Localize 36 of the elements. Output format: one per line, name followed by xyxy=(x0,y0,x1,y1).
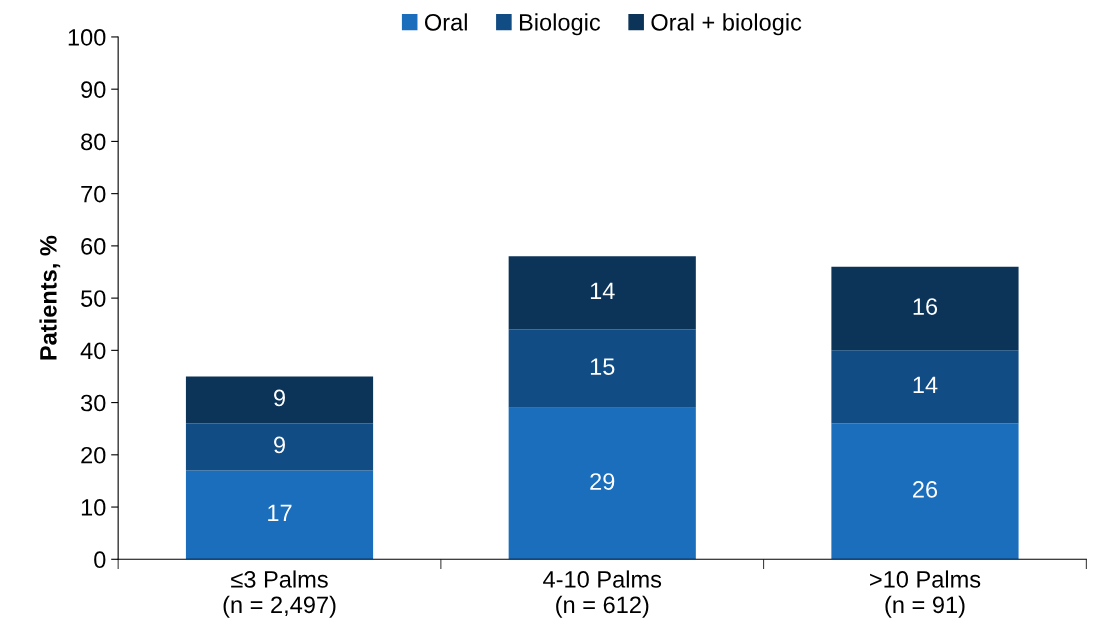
bar xyxy=(831,266,1019,351)
y-tick-label: 100 xyxy=(68,29,106,46)
data-label: 16 xyxy=(913,298,938,315)
y-tick-label: 30 xyxy=(80,394,106,412)
bar xyxy=(185,376,374,424)
bar xyxy=(508,256,696,330)
bar xyxy=(185,423,374,471)
data-label: 14 xyxy=(913,376,938,394)
x-tick-label: ≤3 Palms (n = 2,497) xyxy=(223,570,336,618)
data-label: 29 xyxy=(590,473,615,490)
data-label: 26 xyxy=(913,481,938,498)
bar xyxy=(831,350,1019,424)
y-tick-label: 60 xyxy=(81,237,106,255)
y-tick-label: 90 xyxy=(81,81,106,98)
data-label: 9 xyxy=(274,389,285,407)
y-tick-label: 10 xyxy=(81,499,106,516)
bar xyxy=(508,407,696,560)
data-label: 9 xyxy=(274,436,285,454)
data-label: 17 xyxy=(268,504,292,521)
legend-label: Oral + biologic xyxy=(651,13,802,36)
legend-label: Oral xyxy=(424,13,467,31)
y-tick-label: 80 xyxy=(81,133,106,151)
x-tick-label: 4-10 Palms (n = 612) xyxy=(543,570,662,618)
y-axis-title: Patients, % xyxy=(39,235,61,360)
bar xyxy=(185,470,374,560)
y-tick-label: 50 xyxy=(81,290,106,307)
y-tick-label: 20 xyxy=(81,446,106,464)
bar xyxy=(508,329,696,408)
y-tick-label: 0 xyxy=(94,551,106,569)
y-tick-label: 40 xyxy=(80,342,106,360)
data-label: 14 xyxy=(590,282,615,299)
data-label: 15 xyxy=(590,358,615,375)
x-tick-label: >10 Palms (n = 91) xyxy=(870,570,981,618)
legend-label: Biologic xyxy=(519,13,601,36)
y-tick-label: 70 xyxy=(81,185,106,203)
bar xyxy=(831,423,1019,560)
